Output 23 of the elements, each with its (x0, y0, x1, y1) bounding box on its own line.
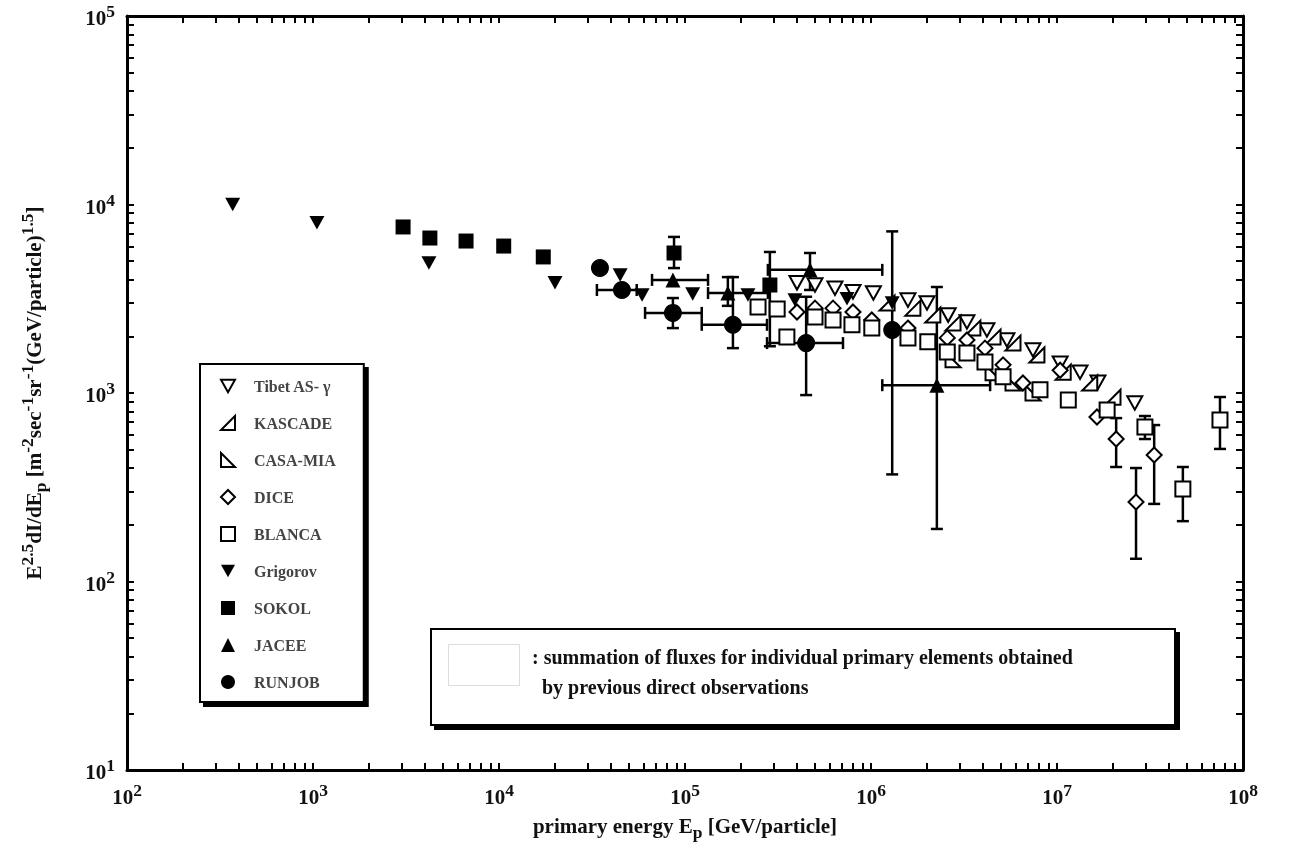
legend-label: BLANCA (254, 525, 323, 543)
y-tick-label: 10$^{4}$ (85, 189, 115, 220)
legend-label: KASCADE (254, 414, 333, 432)
x-tick-label: 10$^{5}$ (670, 780, 700, 810)
legend-label: Grigorov (254, 562, 317, 581)
annotation: : summation of fluxes for individual primary elements obtained by previous direct observations (532, 645, 1074, 701)
x-tick-label: 10$^{8}$ (1228, 780, 1258, 810)
x-tick-label: 10$^{6}$ (856, 780, 886, 810)
x-tick-label: 10$^{3}$ (298, 780, 328, 810)
x-axis-title: primary energy E$_{p}$ [GeV/particle] (532, 814, 838, 844)
y-tick-label: 10$^{1}$ (85, 755, 115, 785)
legend-label: Tibet AS- γ (254, 377, 332, 396)
legend-label: DICE (254, 488, 295, 506)
x-tick-label: 10$^{4}$ (484, 780, 514, 810)
y-tick-label: 10$^{2}$ (85, 566, 115, 597)
y-tick-label: 10$^{3}$ (85, 378, 115, 408)
x-tick-label: 10$^{7}$ (1042, 780, 1072, 810)
legend-label: SOKOL (254, 599, 311, 617)
legend-label: CASA-MIA (254, 451, 337, 469)
legend-label: JACEE (254, 636, 307, 654)
y-tick-label: 10$^{5}$ (85, 1, 115, 31)
x-tick-label: 10$^{2}$ (112, 780, 142, 810)
legend-label: RUNJOB (254, 673, 321, 691)
